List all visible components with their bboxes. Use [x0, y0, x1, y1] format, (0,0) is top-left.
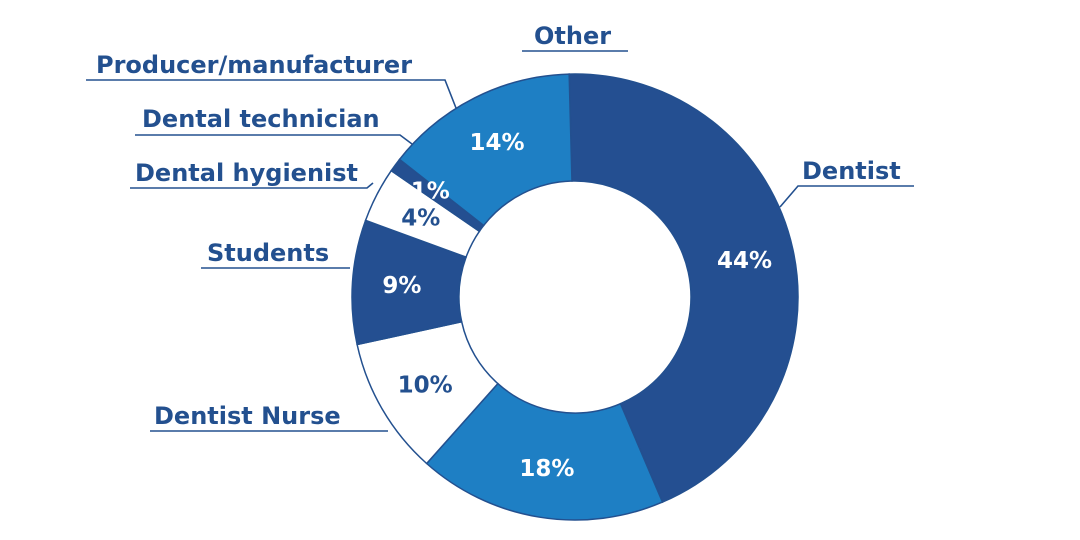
leader-lines: [86, 50, 914, 432]
pct-label-producer-manufacturer: 1%: [411, 179, 450, 205]
leader-line-dental-hygienist: [130, 182, 374, 189]
leader-line-dental-technician: [135, 134, 413, 145]
pct-label-other: 14%: [470, 130, 525, 156]
pct-label-dentist: 44%: [717, 248, 772, 274]
slice-dentist: [568, 73, 799, 504]
percentage-labels: 44% 18% 10% 9% 4%1% 14%: [382, 130, 772, 482]
pct-label-dental-technician: 4%: [401, 205, 440, 231]
slice-dentist-nurse: [425, 382, 664, 521]
category-labels: Dentist Dentist Nurse Students Dental hygie…: [96, 22, 901, 430]
pct-label-students: 10%: [398, 373, 453, 399]
category-label-students: Students: [207, 239, 329, 267]
donut-slices: [351, 73, 799, 521]
category-label-other: Other: [534, 22, 611, 50]
category-label-dental-hygienist: Dental hygienist: [135, 159, 358, 187]
leader-line-producer-manufacturer: [86, 79, 457, 109]
category-label-dental-technician: Dental technician: [142, 105, 380, 133]
category-label-dentist: Dentist: [802, 157, 901, 185]
slice-other: [398, 73, 573, 227]
category-label-dentist-nurse: Dentist Nurse: [154, 402, 341, 430]
pct-label-dentist-nurse: 18%: [519, 456, 574, 482]
pct-label-dental-hygienist: 9%: [382, 273, 421, 299]
category-label-producer-manufacturer: Producer/manufacturer: [96, 51, 412, 79]
leader-line-dentist: [779, 185, 914, 208]
